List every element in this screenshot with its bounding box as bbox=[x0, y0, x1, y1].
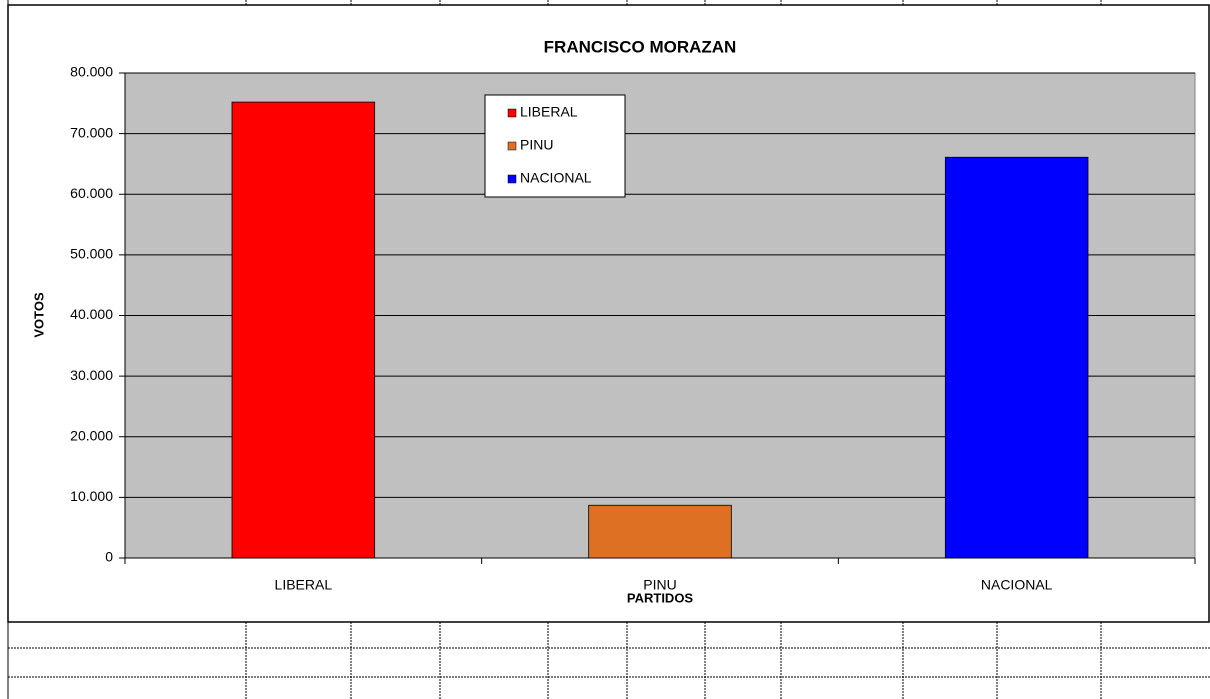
legend-swatch bbox=[507, 108, 517, 118]
y-tick-label: 30.000 bbox=[70, 367, 113, 383]
legend-label: LIBERAL bbox=[520, 104, 578, 120]
y-tick-label: 70.000 bbox=[70, 124, 113, 140]
bar bbox=[231, 101, 376, 559]
y-tick-label: 10.000 bbox=[70, 488, 113, 504]
y-tick-label: 80.000 bbox=[70, 64, 113, 80]
y-tick-label: 0 bbox=[105, 549, 113, 565]
bar bbox=[588, 504, 732, 559]
y-tick-label: 40.000 bbox=[70, 306, 113, 322]
legend-swatch bbox=[507, 174, 517, 184]
x-tick-label: PINU bbox=[643, 577, 676, 593]
x-axis-label: PARTIDOS bbox=[627, 590, 694, 605]
y-tick-label: 20.000 bbox=[70, 427, 113, 443]
y-tick-label: 50.000 bbox=[70, 246, 113, 262]
bar bbox=[944, 156, 1089, 559]
chart-title: FRANCISCO MORAZAN bbox=[544, 37, 737, 56]
y-axis-label: VOTOS bbox=[31, 292, 46, 338]
legend-label: PINU bbox=[520, 137, 553, 153]
y-tick-label: 60.000 bbox=[70, 185, 113, 201]
plot: 0 10.000 20.000 30.000 40.000 50.000 60.000 70.… bbox=[70, 64, 1196, 593]
x-tick-label: NACIONAL bbox=[981, 577, 1053, 593]
legend-label: NACIONAL bbox=[520, 170, 592, 186]
x-tick-label: LIBERAL bbox=[275, 577, 333, 593]
legend-swatch bbox=[507, 141, 517, 151]
legend: LIBERAL PINU NACIONAL bbox=[484, 94, 626, 198]
